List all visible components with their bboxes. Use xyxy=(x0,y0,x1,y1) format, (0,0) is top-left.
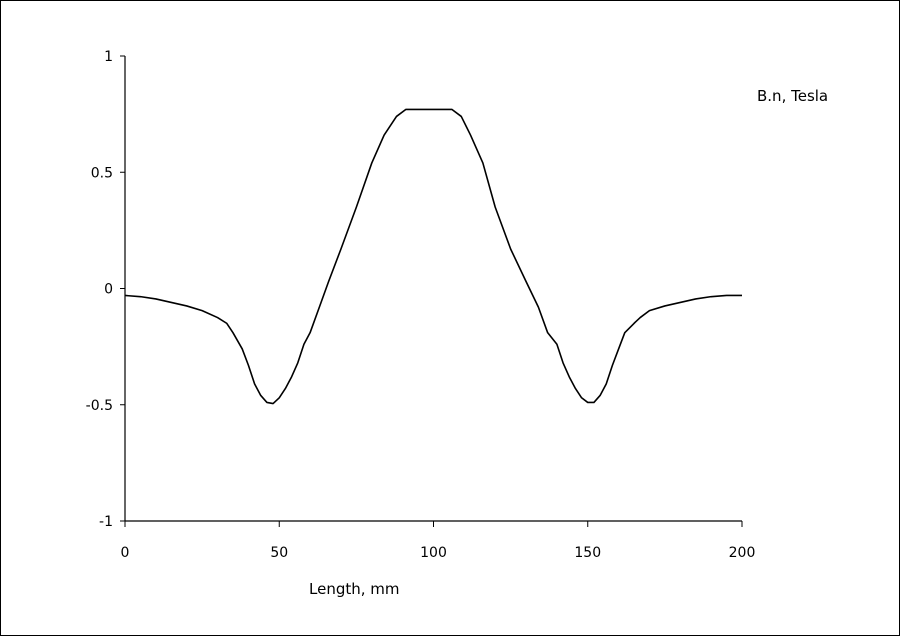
y-tick-label: -1 xyxy=(99,514,113,530)
series-line xyxy=(124,108,742,405)
y-axis-title: B.n, Tesla xyxy=(757,87,828,105)
y-tick-label: 0 xyxy=(104,282,113,298)
x-tick-label: 100 xyxy=(420,545,447,561)
x-tick-label: 200 xyxy=(729,545,756,561)
ticks: -1 -0.5 0 0.5 1 0 50 100 150 200 xyxy=(86,49,756,561)
axes xyxy=(124,56,742,522)
y-tick-label: 1 xyxy=(104,49,113,65)
plot-area xyxy=(124,108,742,405)
y-tick-label: 0.5 xyxy=(91,165,113,181)
x-tick-label: 150 xyxy=(574,545,601,561)
x-tick-label: 0 xyxy=(121,545,130,561)
y-tick-label: -0.5 xyxy=(86,398,113,414)
x-tick-label: 50 xyxy=(270,545,288,561)
x-axis-title: Length, mm xyxy=(309,580,400,598)
